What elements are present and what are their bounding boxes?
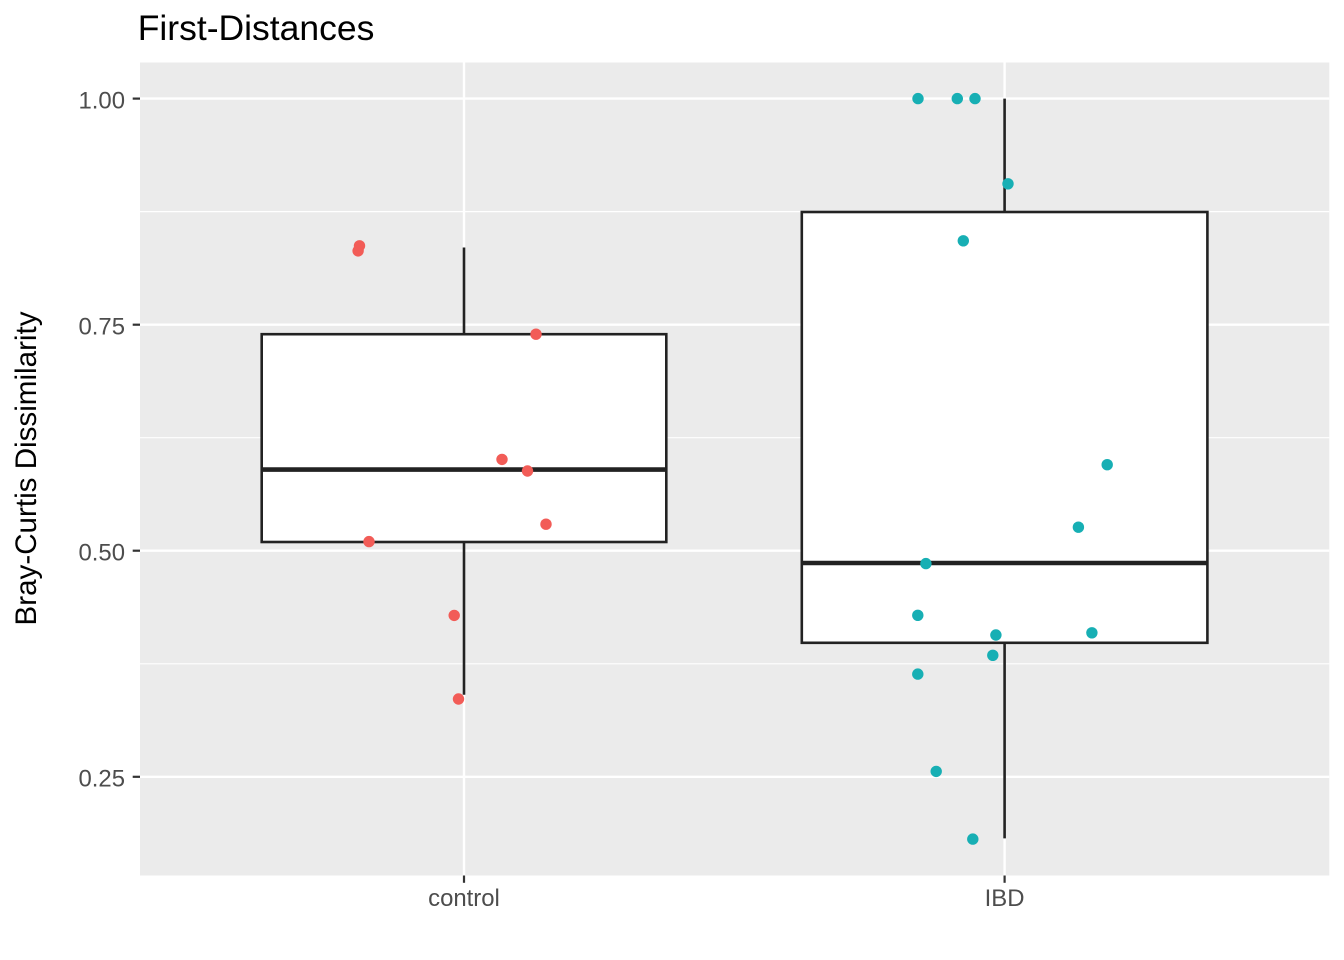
svg-text:control: control (428, 885, 500, 912)
svg-text:Bray-Curtis Dissimilarity: Bray-Curtis Dissimilarity (10, 311, 43, 625)
svg-text:IBD: IBD (985, 885, 1025, 912)
svg-text:First-Distances: First-Distances (138, 8, 375, 48)
svg-text:0.25: 0.25 (79, 766, 126, 793)
svg-text:0.50: 0.50 (79, 540, 126, 567)
svg-text:0.75: 0.75 (79, 314, 126, 341)
svg-text:1.00: 1.00 (79, 88, 126, 115)
